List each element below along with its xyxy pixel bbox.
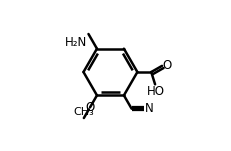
Text: N: N: [144, 102, 153, 115]
Text: O: O: [85, 101, 94, 114]
Text: HO: HO: [146, 85, 164, 98]
Text: O: O: [162, 59, 171, 72]
Text: H₂N: H₂N: [64, 35, 87, 49]
Text: CH₃: CH₃: [73, 107, 94, 117]
